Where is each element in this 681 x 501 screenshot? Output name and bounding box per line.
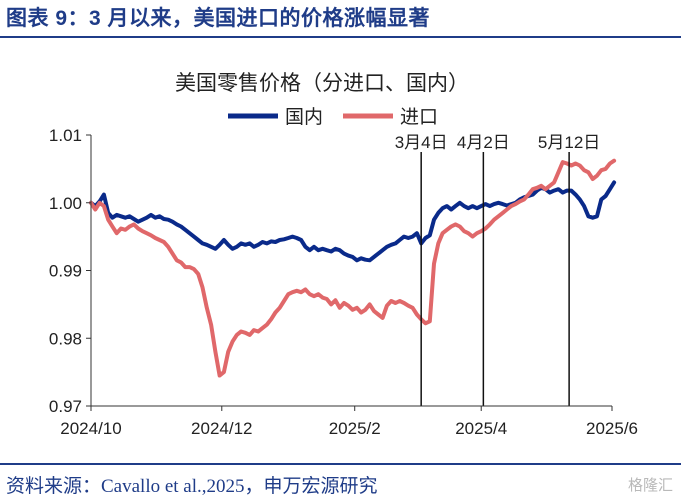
source-rule (0, 463, 681, 465)
event-marker-label: 3月4日 (395, 133, 448, 152)
legend: 国内 进口 (228, 106, 438, 128)
chart-title: 美国零售价格（分进口、国内） (175, 72, 469, 95)
y-tick-label: 0.98 (49, 329, 82, 348)
y-tick-label: 1.00 (49, 194, 82, 213)
watermark: 格隆汇 (627, 477, 673, 494)
title-rule (0, 36, 681, 38)
plot-area: 3月4日 4月2日 5月12日 0.97 0.98 0.99 1.00 1.01 2024/… (49, 126, 638, 438)
event-marker-label: 4月2日 (457, 133, 510, 152)
legend-label-domestic: 国内 (285, 106, 323, 128)
series-line-imported (89, 158, 617, 378)
event-marker-label: 5月12日 (538, 133, 600, 152)
series-layer (89, 158, 617, 378)
annotation-layer: 3月4日 4月2日 5月12日 (395, 133, 600, 406)
legend-label-imported: 进口 (400, 106, 438, 128)
figure-title: 图表 9：3 月以来，美国进口的价格涨幅显著 (6, 7, 431, 30)
x-tick-label: 2025/2 (329, 419, 381, 438)
x-tick-label: 2025/4 (455, 419, 507, 438)
x-tick-label: 2024/10 (60, 419, 121, 438)
x-tick-label: 2025/6 (586, 419, 638, 438)
y-axis: 0.97 0.98 0.99 1.00 1.01 (49, 126, 91, 416)
y-tick-label: 0.99 (49, 262, 82, 281)
x-tick-label: 2024/12 (191, 419, 252, 438)
source-note: 资料来源：Cavallo et al.,2025，申万宏源研究 (6, 476, 378, 497)
y-tick-label: 1.01 (49, 126, 82, 145)
x-axis: 2024/10 2024/12 2025/2 2025/4 2025/6 (60, 406, 638, 438)
chart: 美国零售价格（分进口、国内） 国内 进口 3月4日 4月2日 5月12日 0.970… (49, 72, 638, 438)
y-tick-label: 0.97 (49, 397, 82, 416)
